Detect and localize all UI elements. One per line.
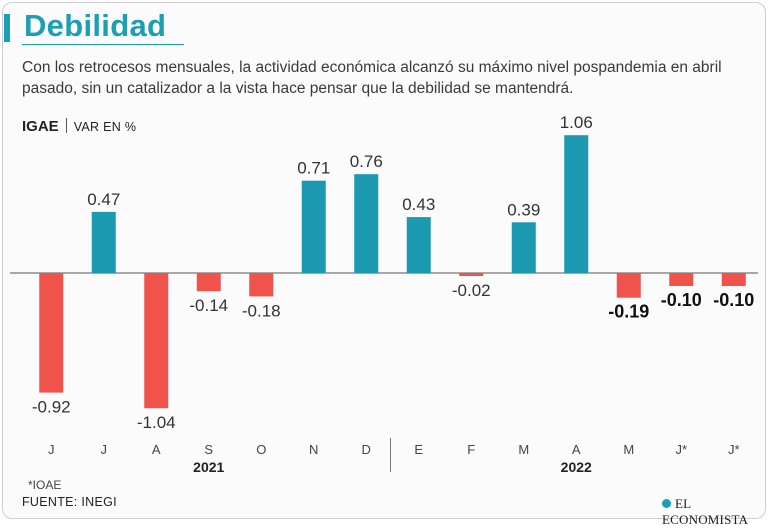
bar-6 bbox=[301, 180, 326, 273]
chart-label: IGAE VAR EN % bbox=[22, 118, 136, 135]
bar-value-label: -0.10 bbox=[713, 290, 754, 310]
bar-1 bbox=[39, 273, 64, 393]
x-tick-label: J bbox=[101, 442, 108, 457]
title-underline bbox=[22, 44, 184, 45]
x-tick-label: A bbox=[152, 442, 161, 457]
page-title: Debilidad bbox=[24, 8, 167, 43]
bar-13 bbox=[669, 273, 694, 286]
chart-label-unit: VAR EN % bbox=[73, 120, 137, 134]
x-tick-label: M bbox=[518, 442, 529, 457]
chart-frame bbox=[2, 2, 766, 519]
x-tick-label: E bbox=[414, 442, 423, 457]
x-tick-label: D bbox=[362, 442, 371, 457]
bar-14 bbox=[721, 273, 746, 286]
bar-10 bbox=[511, 222, 536, 273]
bar-2 bbox=[91, 211, 116, 273]
bar-value-label: -0.10 bbox=[661, 290, 702, 310]
x-tick-label: O bbox=[256, 442, 266, 457]
chart-label-name: IGAE bbox=[22, 118, 59, 135]
subtitle: Con los retrocesos mensuales, la activid… bbox=[22, 59, 722, 97]
x-tick-label: A bbox=[572, 442, 581, 457]
x-tick-label: F bbox=[467, 442, 475, 457]
bar-9 bbox=[459, 273, 484, 276]
footnote: *IOAE bbox=[28, 478, 62, 492]
x-tick-label: J* bbox=[675, 442, 687, 457]
x-tick-label: M bbox=[623, 442, 634, 457]
brand-logo: EL ECONOMISTA bbox=[662, 496, 768, 528]
bar-3 bbox=[144, 273, 169, 409]
x-tick-label: J bbox=[48, 442, 55, 457]
bar-value-label: 0.76 bbox=[350, 152, 383, 171]
bar-value-label: 0.71 bbox=[297, 159, 330, 178]
bar-7 bbox=[354, 174, 379, 273]
brand-logo-icon bbox=[662, 499, 671, 508]
bar-value-label: -0.14 bbox=[189, 296, 228, 315]
brand-logo-text: EL ECONOMISTA bbox=[662, 496, 749, 527]
source-note: FUENTE: INEGI bbox=[22, 495, 117, 509]
bar-value-label: -0.92 bbox=[32, 398, 71, 417]
bar-value-label: -1.04 bbox=[137, 413, 176, 432]
bar-value-label: 1.06 bbox=[560, 113, 593, 132]
bar-5 bbox=[249, 273, 274, 297]
x-tick-label: S bbox=[204, 442, 213, 457]
bar-value-label: 0.43 bbox=[402, 195, 435, 214]
bar-11 bbox=[564, 135, 589, 273]
bar-8 bbox=[406, 217, 431, 273]
year-label: 2022 bbox=[561, 459, 592, 475]
bar-value-label: -0.19 bbox=[608, 302, 649, 322]
title-accent-bar bbox=[4, 14, 10, 42]
bar-value-label: -0.02 bbox=[452, 281, 491, 300]
year-label: 2021 bbox=[193, 459, 224, 475]
bar-value-label: -0.18 bbox=[242, 301, 281, 320]
bar-value-label: 0.47 bbox=[87, 190, 120, 209]
bar-value-label: 0.39 bbox=[507, 200, 540, 219]
bar-4 bbox=[196, 273, 221, 292]
chart-label-separator bbox=[65, 118, 67, 133]
bar-12 bbox=[616, 273, 641, 298]
x-tick-label: N bbox=[309, 442, 318, 457]
x-tick-label: J* bbox=[728, 442, 740, 457]
